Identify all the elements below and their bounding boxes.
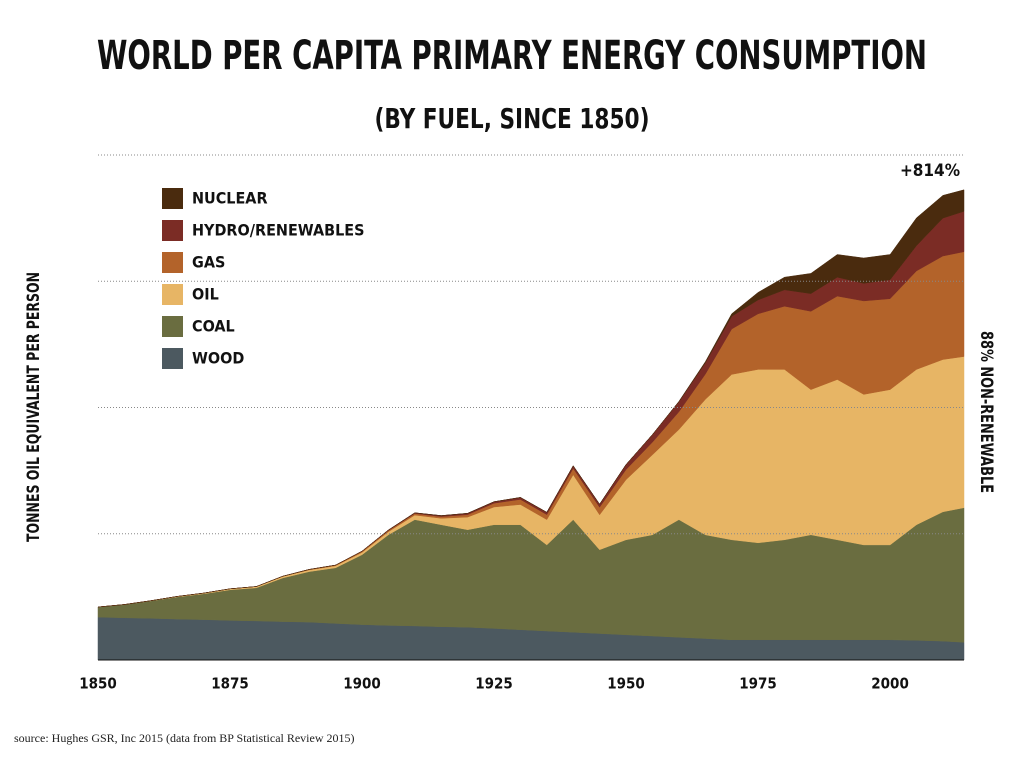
legend-swatch [162,348,183,369]
legend-swatch [162,284,183,305]
source-note: source: Hughes GSR, Inc 2015 (data from … [14,731,355,745]
x-tick-label: 1975 [739,675,777,693]
legend-label: GAS [192,253,225,272]
area [97,189,965,608]
y-axis-label: TONNES OIL EQUIVALENT PER PERSON [24,272,44,542]
legend-label: OIL [192,285,219,304]
x-tick-label: 1850 [79,675,117,693]
legend-label: NUCLEAR [192,189,268,208]
annotation: +814% [900,161,960,181]
legend-swatch [162,188,183,209]
legend-swatch [162,252,183,273]
legend-label: WOOD [192,349,244,368]
legend-swatch [162,316,183,337]
x-tick-label: 2000 [871,675,909,693]
x-tick-label: 1875 [211,675,249,693]
chart-title: WORLD PER CAPITA PRIMARY ENERGY CONSUMPT… [97,33,927,79]
legend-swatch [162,220,183,241]
x-tick-label: 1950 [607,675,645,693]
x-tick-label: 1925 [475,675,513,693]
legend-label: HYDRO/RENEWABLES [192,221,364,240]
x-tick-label: 1900 [343,675,381,693]
legend-label: COAL [192,317,235,336]
chart-subtitle: (BY FUEL, SINCE 1850) [375,102,650,135]
right-label: 88% NON-RENEWABLE [976,331,996,493]
